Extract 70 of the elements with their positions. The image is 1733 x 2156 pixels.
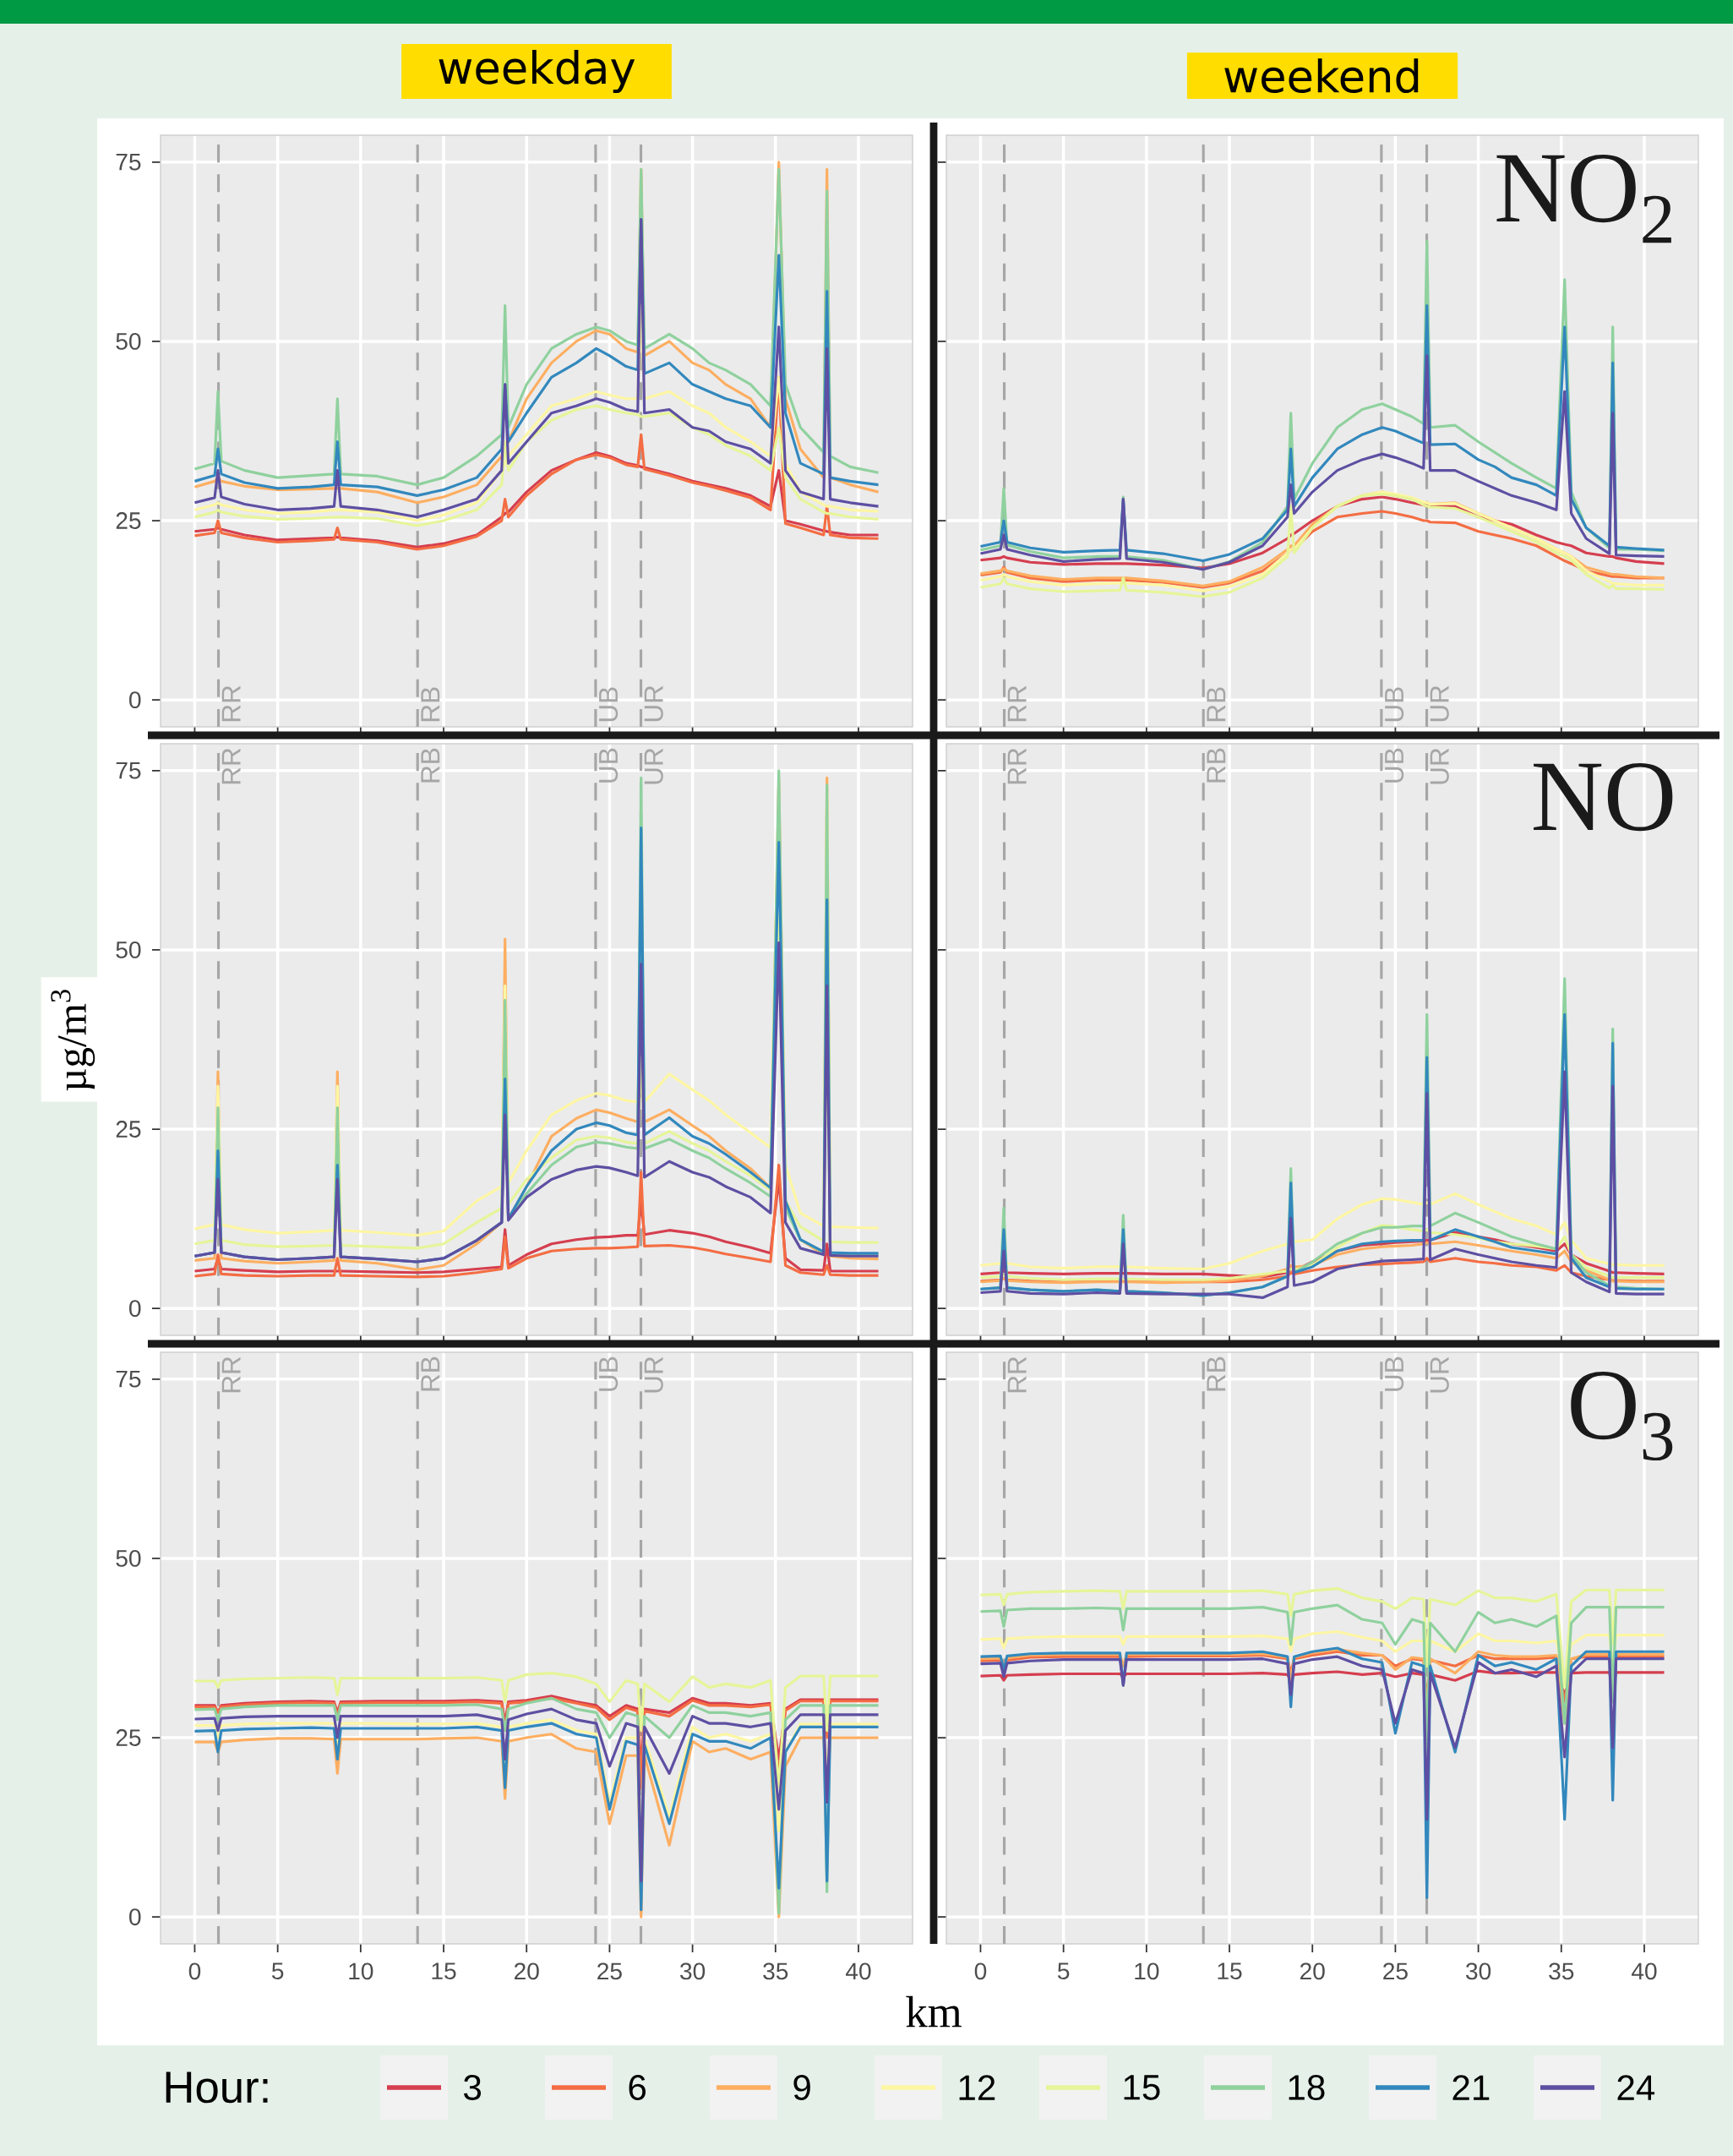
x-tick-label: 35 [763, 1962, 788, 1980]
ref-line-label: UR [1430, 1356, 1449, 1393]
ref-line-label: RB [421, 687, 440, 722]
x-tick-label: 40 [1632, 1962, 1657, 1980]
y-tick-label: 0 [129, 1908, 141, 1926]
y-tick-label: 0 [129, 691, 141, 709]
ref-line-label: UB [599, 1356, 619, 1391]
ref-line-label: RR [1007, 1356, 1027, 1393]
ref-line-label: UR [1430, 748, 1449, 784]
y-tick-label: 75 [116, 153, 141, 171]
legend-label: 9 [793, 2075, 810, 2100]
legend-label: 24 [1617, 2075, 1655, 2100]
ref-line-label: RR [1007, 748, 1027, 784]
y-tick-label: 0 [129, 1300, 141, 1318]
x-tick-label: 15 [1218, 1962, 1242, 1980]
x-axis-title: km [906, 1995, 962, 2028]
ref-line-label: UB [1385, 1356, 1404, 1391]
legend-title: Hour: [166, 2071, 268, 2104]
legend-label: 6 [629, 2075, 646, 2100]
y-tick-label: 50 [116, 941, 141, 958]
x-tick-label: 20 [1300, 1962, 1325, 1980]
x-tick-label: 35 [1549, 1962, 1574, 1980]
chart-title: weekend [1224, 58, 1419, 94]
x-tick-label: 25 [597, 1962, 622, 1980]
ref-line-label: UR [1430, 685, 1449, 722]
annotation: NO [1534, 762, 1673, 832]
y-tick-label: 75 [116, 1370, 141, 1388]
legend-label: 21 [1452, 2075, 1490, 2100]
x-tick-label: 10 [349, 1962, 373, 1980]
ref-line-label: UR [644, 748, 663, 784]
ref-line-label: RB [421, 748, 440, 783]
x-tick-label: 40 [846, 1962, 871, 1980]
x-tick-label: 0 [974, 1962, 987, 1980]
x-tick-label: 30 [1466, 1962, 1491, 1980]
y-tick-label: 50 [116, 1549, 141, 1567]
x-tick-label: 10 [1135, 1962, 1159, 1980]
legend-label: 18 [1289, 2075, 1325, 2100]
legend-label: 15 [1124, 2075, 1160, 2100]
annotation: O$_{3}$ [1571, 1371, 1673, 1461]
y-tick-label: 75 [116, 761, 141, 779]
y-tick-label: 50 [116, 332, 141, 350]
ref-line-label: UB [599, 748, 619, 783]
legend-label: 3 [464, 2075, 482, 2100]
legend-label: 12 [959, 2075, 995, 2100]
ref-line-label: UR [644, 1356, 663, 1393]
ref-line-label: RB [1207, 748, 1226, 783]
x-tick-label: 30 [680, 1962, 706, 1980]
ref-line-label: RR [221, 1356, 241, 1393]
y-axis-title: µg/m$^{3}$ [51, 990, 95, 1091]
ref-line-label: RB [421, 1356, 440, 1391]
ref-line-label: RR [221, 685, 241, 722]
x-tick-label: 5 [271, 1962, 284, 1980]
y-tick-label: 25 [116, 1729, 141, 1746]
x-tick-label: 15 [432, 1962, 456, 1980]
y-tick-label: 25 [116, 1121, 141, 1138]
chart-title: weekday [439, 50, 635, 94]
ref-line-label: UB [1385, 748, 1404, 783]
x-tick-label: 0 [188, 1962, 201, 1980]
ref-line-label: RR [221, 748, 241, 784]
ref-line-label: RR [1007, 685, 1027, 722]
ref-line-label: UB [1385, 687, 1404, 722]
ref-line-label: UB [599, 687, 619, 722]
annotation: NO$_{2}$ [1496, 154, 1671, 243]
x-tick-label: 25 [1383, 1962, 1408, 1980]
x-tick-label: 5 [1057, 1962, 1070, 1980]
y-tick-label: 25 [116, 512, 141, 529]
ref-line-label: UR [644, 685, 663, 722]
x-tick-label: 20 [515, 1962, 539, 1980]
ref-line-label: RB [1207, 1356, 1226, 1391]
ref-line-label: RB [1207, 687, 1226, 722]
